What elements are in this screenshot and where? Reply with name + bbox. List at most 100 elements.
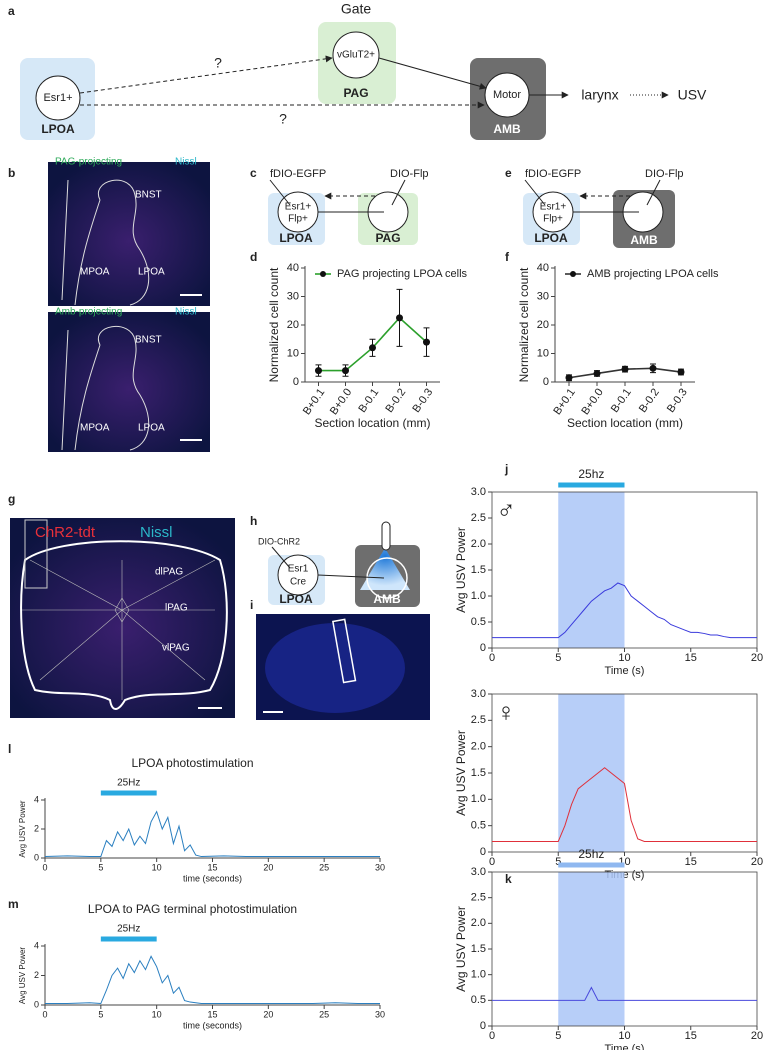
micrograph — [48, 162, 210, 306]
y-tick-label: 4 — [34, 940, 39, 950]
pipette — [646, 179, 661, 206]
arrow — [79, 55, 333, 94]
x-axis-label: Section location (mm) — [314, 416, 430, 430]
pipette — [524, 179, 546, 206]
region-label: LPOA — [138, 267, 165, 278]
node-label: Esr1+ — [285, 202, 312, 213]
pipette — [271, 546, 291, 569]
micrograph — [48, 312, 210, 452]
y-tick-label: 0.5 — [471, 820, 486, 832]
panel-label: c — [250, 166, 257, 180]
x-tick-label: 25 — [319, 1009, 329, 1019]
x-axis-label: Section location (mm) — [567, 416, 683, 430]
panel-label: k — [505, 872, 512, 886]
y-tick-label: 20 — [537, 319, 549, 331]
outline — [20, 540, 228, 710]
series-line — [492, 582, 757, 639]
y-axis-label: Avg USV Power — [18, 947, 27, 1005]
y-tick-label: 1.5 — [471, 564, 486, 576]
chart-title: LPOA photostimulation — [131, 756, 253, 770]
region-label: MPOA — [80, 267, 110, 278]
outline — [61, 325, 150, 451]
marker — [396, 314, 403, 322]
panel-label: f — [505, 250, 510, 264]
y-tick-label: 10 — [287, 347, 299, 359]
y-tick-label: 40 — [287, 262, 299, 274]
y-tick-label: 0 — [34, 999, 39, 1009]
y-tick-label: 1.0 — [471, 793, 486, 805]
series-line — [44, 810, 380, 858]
virus-label: DIO-Flp — [645, 168, 684, 180]
x-axis-label: Time (s) — [605, 665, 645, 677]
fiber-track — [24, 519, 48, 589]
x-tick-label: 15 — [207, 1009, 217, 1019]
sex-symbol: ♂ — [496, 495, 516, 525]
virus-label: fDIO-EGFP — [525, 168, 581, 180]
legend-marker — [570, 271, 576, 277]
x-tick-label: 15 — [685, 856, 697, 868]
x-tick-label: B-0.1 — [356, 387, 381, 415]
y-axis-label: Avg USV Power — [18, 800, 27, 858]
x-axis-label: Time (s) — [605, 1043, 645, 1050]
series-line — [492, 986, 757, 1001]
x-tick-label: B-0.2 — [637, 387, 662, 415]
virus-label: DIO-Flp — [390, 168, 429, 180]
x-tick-label: 0 — [42, 862, 47, 872]
x-tick-label: 0 — [489, 856, 495, 868]
neuron — [366, 557, 408, 599]
node-label: Motor — [493, 89, 521, 101]
y-tick-label: 0 — [480, 1020, 486, 1032]
x-tick-label: 20 — [751, 652, 763, 664]
panel-label: j — [504, 462, 508, 476]
marker — [423, 338, 430, 346]
x-tick-label: 25 — [319, 862, 329, 872]
y-tick-label: 1.0 — [471, 969, 486, 981]
y-tick-label: 0 — [293, 376, 299, 388]
x-tick-label: B-0.1 — [609, 387, 634, 415]
y-tick-label: 3.0 — [471, 866, 486, 878]
y-tick-label: 30 — [537, 290, 549, 302]
region-label: LPOA — [534, 231, 568, 245]
y-tick-label: 3.0 — [471, 486, 486, 498]
y-tick-label: 30 — [287, 290, 299, 302]
y-tick-label: 2.0 — [471, 538, 486, 550]
y-tick-label: 2 — [34, 970, 39, 980]
x-tick-label: B+0.1 — [301, 387, 327, 418]
y-tick-label: 0 — [480, 846, 486, 858]
y-tick-label: 10 — [537, 347, 549, 359]
y-tick-label: 2 — [34, 823, 39, 833]
stim-window — [558, 492, 625, 648]
region-label: vlPAG — [162, 643, 190, 654]
region-label: AMB — [630, 233, 658, 247]
region-label: BNST — [135, 335, 162, 346]
y-tick-label: 0 — [480, 642, 486, 654]
series-line — [492, 767, 757, 842]
marker — [649, 364, 657, 372]
y-axis-label: Avg USV Power — [454, 730, 468, 816]
panel-label: b — [8, 166, 15, 180]
region-label: dlPAG — [155, 567, 183, 578]
x-tick-label: 20 — [263, 862, 273, 872]
outline — [61, 179, 150, 306]
stain-label: Nissl — [175, 157, 197, 168]
region-label: MPOA — [80, 423, 110, 434]
panel-label: e — [505, 166, 512, 180]
micrograph — [10, 518, 235, 718]
y-tick-label: 4 — [34, 794, 39, 804]
pipette — [391, 179, 406, 206]
panel-label: i — [250, 598, 253, 612]
y-axis-label: Normalized cell count — [267, 267, 281, 382]
panel-label: g — [8, 492, 15, 506]
stim-window — [558, 694, 625, 852]
neuron — [35, 75, 81, 121]
y-tick-label: 40 — [537, 262, 549, 274]
marker — [621, 365, 629, 373]
outline — [22, 559, 216, 700]
fiber-track — [332, 618, 357, 684]
x-tick-label: 15 — [207, 862, 217, 872]
y-tick-label: 0.5 — [471, 994, 486, 1006]
x-tick-label: B+0.1 — [551, 387, 577, 418]
stim-label: 25hz — [578, 467, 604, 481]
